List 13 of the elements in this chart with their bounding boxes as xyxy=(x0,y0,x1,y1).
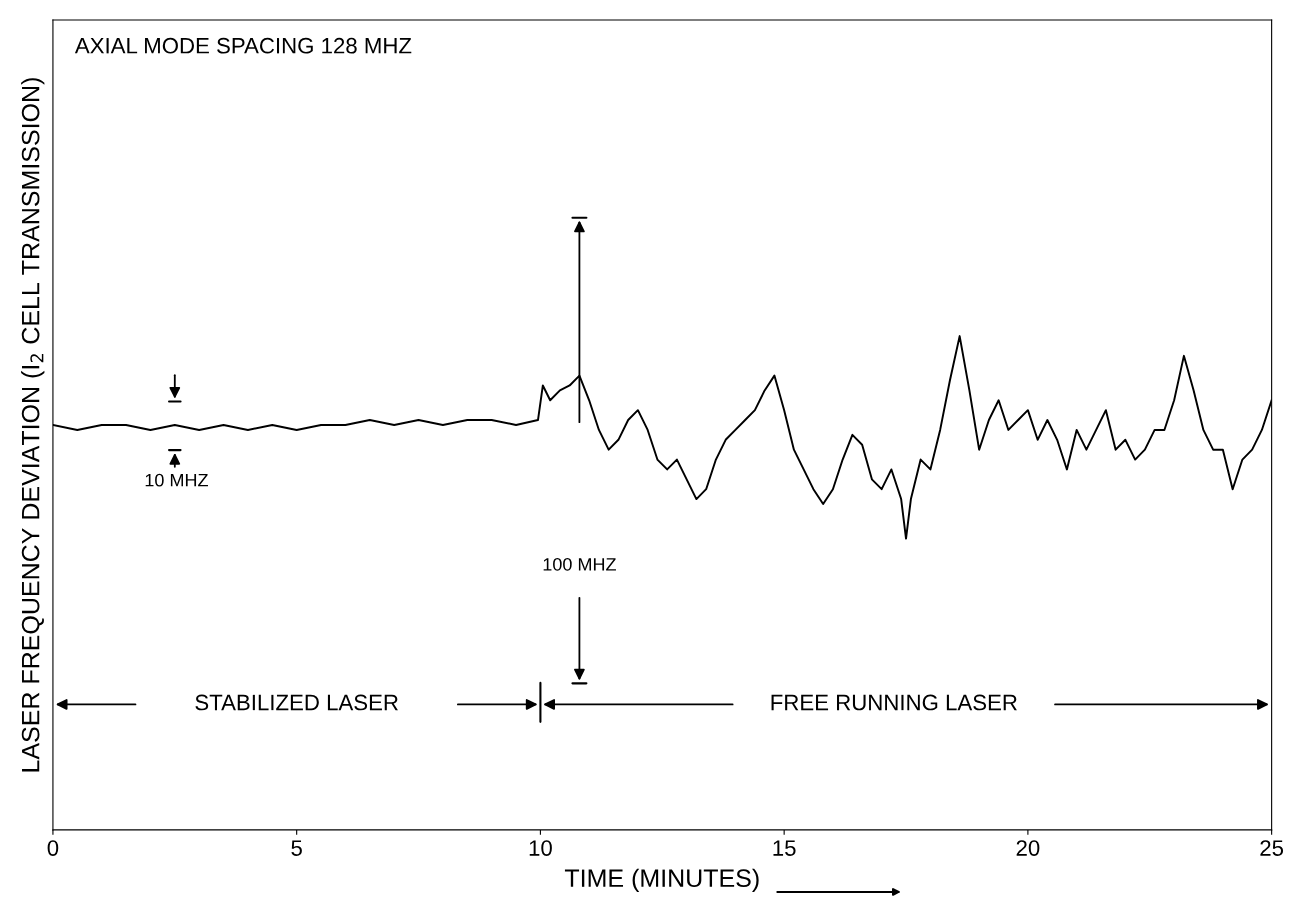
x-tick-label: 10 xyxy=(529,840,552,856)
x-axis-title: TIME (MINUTES) xyxy=(564,868,759,892)
x-tick-label: 5 xyxy=(291,840,302,856)
annotation: FREE RUNNING LASER xyxy=(771,694,1017,711)
x-tick-label: 15 xyxy=(773,840,796,856)
annotation: 10 MHZ xyxy=(145,473,208,487)
x-tick-label: 0 xyxy=(47,840,59,856)
text: AXIAL MODE SPACING 128 MHZ xyxy=(74,37,412,54)
x-tick-label: 25 xyxy=(1260,840,1284,856)
annotation: STABILIZED LASER xyxy=(195,694,398,711)
annotation: 100 MHZ xyxy=(543,557,616,571)
y-axis-title: LASER FREQUENCY DEVIATION (I$_{2}$ CELL TRANSMISSION) xyxy=(21,78,45,772)
x-tick-label: 20 xyxy=(1016,840,1040,856)
